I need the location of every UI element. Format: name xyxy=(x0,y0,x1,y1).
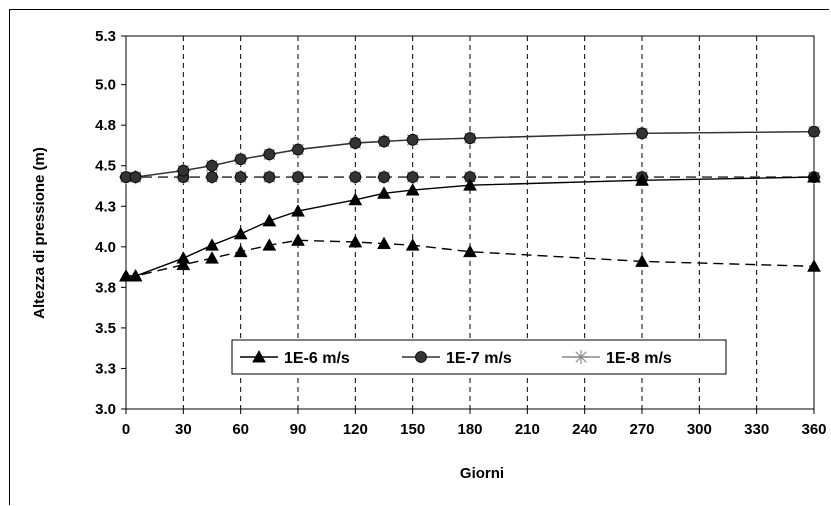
y-tick-label: 4.0 xyxy=(95,239,116,256)
axes: 0 30 60 90 120 150 180 210 240 270 300 330 360 3.0 3.3… xyxy=(95,28,826,438)
data-point xyxy=(262,213,277,227)
data-point xyxy=(464,132,476,145)
legend-label: 1E-6 m/s xyxy=(284,350,350,367)
x-tick-label: 360 xyxy=(801,421,826,438)
data-point xyxy=(206,171,218,183)
data-point xyxy=(292,171,304,183)
data-point xyxy=(348,234,363,248)
data-point xyxy=(128,269,143,282)
x-tick-label: 60 xyxy=(232,421,249,438)
x-tick-label: 210 xyxy=(515,421,540,438)
legend-marker xyxy=(252,349,266,363)
data-point xyxy=(234,171,247,183)
data-point xyxy=(378,171,390,183)
data-point xyxy=(349,171,362,183)
x-tick-label: 240 xyxy=(572,421,597,438)
series-1E-7-m-s xyxy=(120,125,820,183)
data-point xyxy=(377,236,391,250)
data-point xyxy=(291,204,305,217)
data-point xyxy=(176,251,191,264)
data-point xyxy=(406,171,419,183)
data-point xyxy=(349,137,362,149)
data-point xyxy=(635,173,649,186)
data-point xyxy=(636,127,648,140)
legend-marker xyxy=(415,351,427,363)
data-point xyxy=(205,238,219,251)
legend-box xyxy=(231,339,727,375)
y-tick-label: 4.5 xyxy=(95,158,116,175)
data-point xyxy=(262,238,277,251)
data-point xyxy=(405,238,420,251)
chart-frame xyxy=(9,9,829,505)
data-point xyxy=(119,269,133,282)
data-point xyxy=(405,183,420,196)
y-tick-label: 3.8 xyxy=(95,279,116,296)
x-tick-label: 150 xyxy=(400,421,425,438)
y-tick-label: 4.3 xyxy=(95,198,116,215)
x-tick-label: 0 xyxy=(122,421,130,438)
y-tick-label: 3.5 xyxy=(95,320,116,337)
data-point xyxy=(406,133,419,146)
data-point xyxy=(177,164,190,177)
x-tick-label: 300 xyxy=(687,421,712,438)
data-point xyxy=(129,171,142,183)
data-point xyxy=(263,148,276,161)
data-point xyxy=(206,159,218,172)
x-axis-title: Giorni xyxy=(460,465,504,482)
y-tick-label: 3.3 xyxy=(95,360,116,377)
data-point xyxy=(176,257,191,271)
x-tick-label: 120 xyxy=(343,421,368,438)
y-tick-label: 5.3 xyxy=(95,28,116,45)
data-point xyxy=(807,170,821,183)
legend: 1E-6 m/s 1E-7 m/s 1E-8 m/s xyxy=(231,339,727,375)
legend-label: 1E-7 m/s xyxy=(446,350,512,367)
series xyxy=(119,124,821,282)
x-tick-label: 180 xyxy=(457,421,482,438)
x-tick-label: 90 xyxy=(290,421,307,438)
data-point xyxy=(234,153,247,166)
legend-label: 1E-8 m/s xyxy=(606,350,672,367)
data-point xyxy=(292,143,304,156)
x-tick-label: 30 xyxy=(175,421,192,438)
data-point xyxy=(463,178,477,191)
y-tick-label: 3.0 xyxy=(95,401,116,418)
data-point xyxy=(378,135,390,148)
data-point xyxy=(807,259,821,272)
data-point xyxy=(205,251,219,264)
data-point xyxy=(233,226,248,240)
data-point xyxy=(463,244,477,258)
data-point xyxy=(348,192,363,206)
data-point xyxy=(291,233,305,246)
data-point xyxy=(635,254,649,267)
data-point xyxy=(377,186,391,199)
data-point xyxy=(808,125,820,138)
y-axis-title: Altezza di pressione (m) xyxy=(31,147,48,319)
series-1E-6-m-s xyxy=(119,170,821,282)
x-tick-label: 270 xyxy=(629,421,654,438)
legend-marker xyxy=(574,350,588,364)
x-tick-label: 330 xyxy=(744,421,769,438)
data-point xyxy=(263,171,276,183)
data-point xyxy=(233,244,248,258)
y-tick-label: 5.0 xyxy=(95,77,116,94)
y-tick-label: 4.8 xyxy=(95,117,116,134)
